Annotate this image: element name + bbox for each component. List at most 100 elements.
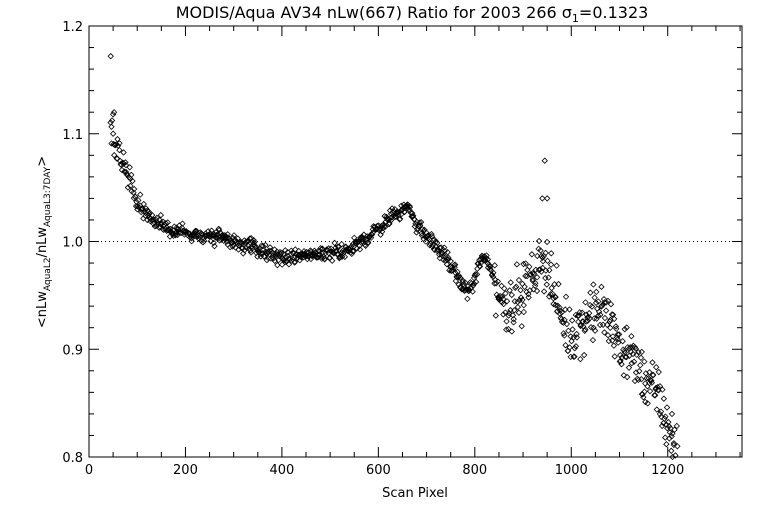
data-point [607, 301, 615, 308]
data-point [448, 267, 455, 274]
data-point [126, 164, 133, 171]
data-point [568, 338, 575, 345]
data-point [287, 250, 295, 258]
data-point [417, 218, 425, 226]
data-point [506, 287, 513, 294]
data-point [527, 271, 534, 278]
data-point [594, 312, 602, 319]
data-point [141, 207, 148, 215]
data-point [519, 280, 526, 287]
data-point [503, 298, 511, 305]
data-point [229, 243, 236, 250]
data-point [529, 270, 536, 277]
data-point [653, 406, 661, 413]
data-point [406, 206, 413, 214]
data-point [331, 239, 338, 247]
data-point [547, 291, 554, 298]
data-point [639, 391, 646, 398]
data-point [358, 233, 366, 241]
y-tick-label: 0.9 [62, 343, 83, 358]
data-point [591, 327, 599, 334]
data-point [503, 318, 510, 325]
data-point [631, 343, 639, 351]
data-point [611, 315, 618, 323]
data-point [350, 248, 357, 255]
data-point [599, 321, 607, 328]
data-point [364, 239, 372, 246]
data-point [122, 168, 130, 176]
data-point [207, 238, 214, 245]
data-point [618, 354, 626, 361]
data-point [576, 309, 583, 316]
data-point [248, 243, 255, 250]
data-point [547, 261, 555, 268]
x-tick-label: 200 [173, 463, 198, 478]
data-point [502, 290, 509, 297]
data-point [291, 259, 298, 266]
data-point [573, 330, 580, 338]
data-point [129, 177, 136, 185]
data-point [498, 293, 506, 300]
data-point [321, 256, 328, 263]
data-point [660, 395, 668, 402]
data-point [416, 219, 423, 226]
data-point [329, 257, 336, 264]
data-point [260, 253, 268, 260]
data-point [120, 149, 127, 156]
data-point [319, 245, 326, 253]
data-point [603, 299, 610, 306]
data-point [615, 339, 622, 346]
data-point [130, 194, 138, 202]
data-point [641, 358, 648, 365]
data-point [604, 332, 612, 339]
data-point [137, 191, 144, 198]
data-point [542, 249, 549, 257]
data-point [663, 441, 670, 448]
data-point [444, 249, 451, 256]
data-point [613, 325, 620, 332]
data-point [265, 248, 272, 256]
data-point [568, 317, 576, 324]
data-point [238, 244, 245, 252]
data-point [629, 350, 637, 358]
data-point [617, 351, 624, 359]
data-point [628, 333, 635, 340]
data-point [472, 278, 480, 286]
data-point [548, 284, 555, 292]
data-point [544, 257, 551, 265]
data-point [140, 200, 147, 208]
data-point [179, 220, 186, 227]
data-point [245, 242, 252, 249]
data-point [289, 249, 297, 257]
data-point [507, 279, 514, 286]
data-point [458, 286, 465, 293]
data-point [348, 243, 355, 250]
data-point [515, 276, 523, 284]
data-point [643, 375, 650, 382]
data-point [291, 258, 299, 265]
data-point [520, 308, 527, 316]
data-point [513, 261, 521, 268]
data-point [215, 225, 222, 233]
data-point [519, 296, 526, 304]
data-point [178, 224, 186, 231]
data-point [582, 318, 590, 325]
data-point [651, 392, 659, 399]
data-point [341, 253, 349, 260]
x-tick-label: 600 [366, 463, 391, 478]
data-point [135, 197, 142, 204]
data-point [542, 274, 549, 282]
data-point [466, 286, 473, 294]
data-point [562, 306, 569, 313]
data-point [234, 235, 241, 242]
data-point [114, 135, 121, 143]
data-point [629, 344, 636, 351]
data-point [443, 261, 451, 268]
data-point [424, 235, 432, 242]
data-point [514, 298, 521, 306]
data-point [409, 210, 416, 217]
data-point [146, 210, 153, 217]
data-point [648, 377, 655, 384]
data-point [584, 317, 591, 325]
data-point [449, 264, 456, 271]
